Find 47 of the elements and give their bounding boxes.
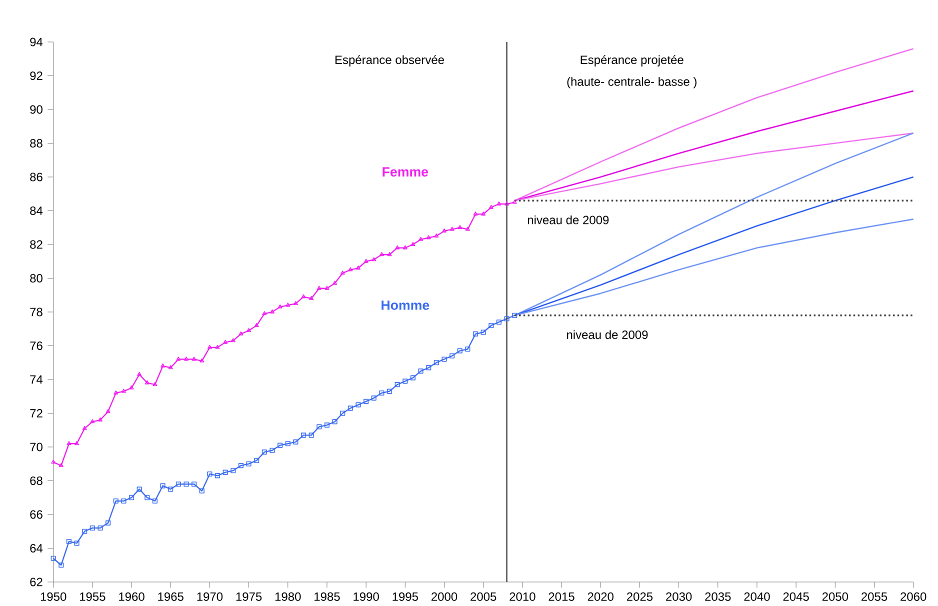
x-tick-label: 1975 xyxy=(236,592,262,601)
y-tick-label: 86 xyxy=(30,172,42,182)
y-tick-label: 94 xyxy=(30,38,43,46)
x-tick-label: 2060 xyxy=(900,592,926,601)
y-tick-label: 78 xyxy=(30,308,42,316)
x-tick-label: 2045 xyxy=(783,592,809,601)
y-tick-label: 88 xyxy=(30,138,42,148)
y-tick-label: 70 xyxy=(30,442,42,452)
x-tick-label: 1980 xyxy=(275,592,301,601)
y-tick-label: 82 xyxy=(30,240,42,249)
text: Homme xyxy=(382,300,430,310)
x-tick-label: 1955 xyxy=(80,592,106,601)
y-tick-label: 66 xyxy=(30,510,42,519)
annotation: Espérance observée xyxy=(335,55,444,66)
y-tick-label: 64 xyxy=(30,544,43,552)
x-tick-label: 2020 xyxy=(588,592,614,601)
x-tick-label: 2035 xyxy=(705,592,731,601)
x-tick-label: 2040 xyxy=(744,592,770,601)
x-tick-label: 2050 xyxy=(822,592,848,601)
x-tick-label: 1985 xyxy=(314,592,340,601)
y-tick-label: 84 xyxy=(30,206,43,215)
y-tick-label: 74 xyxy=(30,375,43,384)
x-tick-label: 2025 xyxy=(626,592,653,601)
x-tick-label: 1965 xyxy=(158,592,184,601)
x-tick-label: 1995 xyxy=(392,592,418,601)
y-tick-label: 80 xyxy=(30,274,42,282)
x-tick-label: 1950 xyxy=(40,592,66,601)
x-tick-label: 2055 xyxy=(862,592,888,601)
x-tick-label: 1970 xyxy=(197,592,223,601)
x-tick-label: 2015 xyxy=(548,592,574,601)
y-tick-label: 62 xyxy=(30,578,42,586)
x-tick-label: 2030 xyxy=(666,592,692,601)
x-tick-label: 2005 xyxy=(470,592,496,601)
ref-line-label: niveau de 2009 xyxy=(528,215,609,224)
y-tick-label: 72 xyxy=(30,409,42,418)
text: Femme xyxy=(382,167,428,177)
ref-line-label: niveau de 2009 xyxy=(567,330,648,340)
x-tick-label: 1960 xyxy=(119,592,144,601)
y-tick-label: 76 xyxy=(30,341,42,350)
annotation: Espérance projetée xyxy=(580,55,684,66)
y-tick-label: 68 xyxy=(30,476,42,485)
annotation: (haute- centrale- basse ) xyxy=(567,77,696,88)
y-tick-label: 92 xyxy=(30,71,42,80)
x-tick-label: 2010 xyxy=(510,592,536,601)
x-tick-label: 1990 xyxy=(354,592,379,601)
y-tick-label: 90 xyxy=(30,105,42,114)
x-tick-label: 2000 xyxy=(432,592,458,601)
